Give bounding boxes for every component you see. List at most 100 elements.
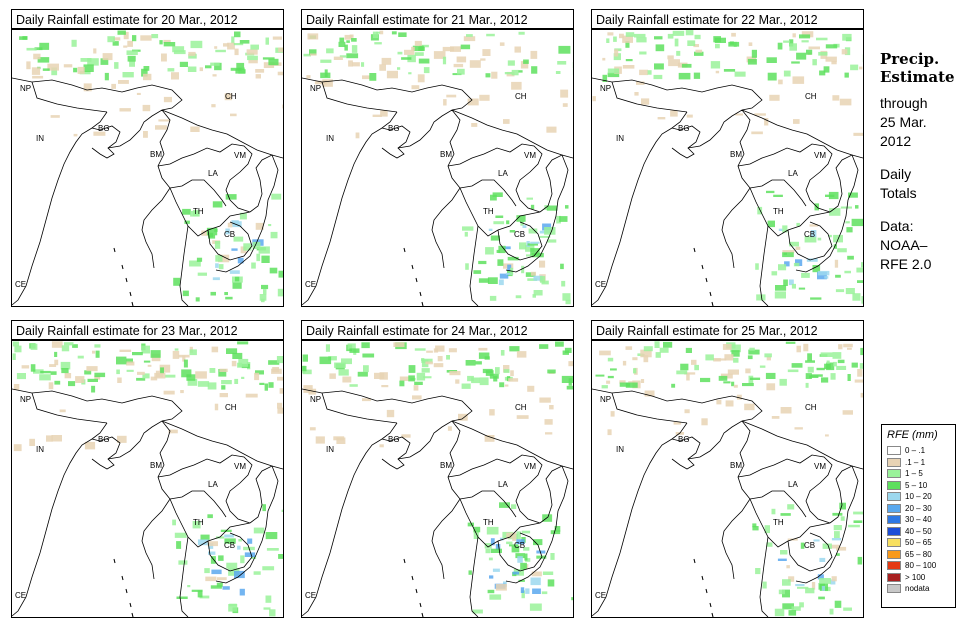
border-line	[671, 436, 701, 470]
rain-patch	[751, 49, 757, 58]
rain-patch	[437, 356, 443, 362]
rain-patch	[716, 399, 722, 405]
rain-patch	[817, 271, 827, 280]
rain-patch	[793, 262, 800, 267]
rain-patch	[606, 380, 611, 384]
rain-patch	[545, 432, 553, 435]
island-mark	[403, 247, 406, 253]
rain-patch	[51, 341, 63, 348]
border-line	[179, 536, 189, 617]
rain-patch	[528, 228, 538, 234]
legend-item: 30 – 40	[887, 514, 950, 526]
rain-patch	[143, 66, 150, 71]
data-line-2: NOAA–	[880, 237, 928, 253]
rain-patch	[747, 58, 757, 65]
legend-label: 30 – 40	[905, 515, 932, 525]
rain-patch	[787, 504, 795, 510]
border-line	[397, 420, 461, 580]
rain-patch	[47, 63, 59, 71]
rain-patch	[489, 295, 497, 301]
rain-patch	[861, 296, 863, 304]
border-line	[157, 143, 253, 213]
rain-patch	[346, 53, 359, 59]
rain-patch	[234, 48, 239, 56]
data-line-3: RFE 2.0	[880, 256, 932, 272]
rain-patch	[244, 552, 256, 557]
rain-patch	[218, 555, 224, 561]
rain-patch	[178, 560, 188, 565]
rain-patch	[46, 435, 53, 442]
rain-patch	[482, 368, 493, 374]
rain-patch	[426, 350, 433, 353]
rain-patch	[93, 48, 97, 54]
rain-patch	[442, 56, 447, 65]
rain-patch	[225, 296, 233, 300]
island-mark	[125, 277, 128, 283]
country-label: BG	[678, 435, 690, 444]
rain-patch	[853, 520, 863, 523]
rain-patch	[533, 539, 543, 546]
rain-patch	[119, 108, 131, 112]
rain-patch	[489, 594, 502, 600]
rain-patch	[654, 63, 664, 70]
rain-patch	[413, 385, 419, 391]
rain-patch	[723, 69, 736, 72]
rain-patch	[306, 75, 311, 79]
rain-patch	[352, 62, 360, 67]
rain-patch	[247, 538, 253, 544]
rain-patch	[496, 249, 501, 253]
legend-item: 20 – 30	[887, 503, 950, 515]
rain-patch	[204, 568, 210, 574]
rain-patch	[344, 44, 348, 51]
border-line	[397, 109, 461, 269]
legend-swatch	[887, 480, 901, 490]
legend-swatch	[887, 457, 901, 467]
rain-patch	[363, 365, 369, 373]
rain-patch	[647, 70, 652, 75]
rain-patch	[72, 344, 78, 348]
rain-patch	[530, 50, 538, 59]
rain-patch	[216, 577, 227, 581]
rain-patch	[791, 363, 803, 368]
rain-patch	[122, 72, 134, 78]
legend-item: 80 – 100	[887, 560, 950, 572]
rain-patch	[251, 262, 256, 269]
rain-patch	[516, 215, 526, 222]
country-label: CE	[595, 280, 606, 289]
rain-patch	[837, 359, 845, 364]
rain-patch	[190, 211, 200, 217]
rain-patch	[550, 530, 561, 535]
country-label: BM	[440, 150, 452, 159]
rainfall-map: NP CH IN BG BM VM LA TH CB CE	[301, 29, 574, 307]
legend-item: 10 – 20	[887, 491, 950, 503]
rain-patch	[302, 369, 312, 375]
rain-patch	[694, 364, 699, 371]
rain-patch	[143, 360, 151, 363]
rain-patch	[277, 407, 283, 414]
rain-patch	[464, 231, 468, 237]
country-label: CB	[804, 541, 815, 550]
rain-patch	[37, 57, 50, 63]
rain-patch	[492, 192, 503, 197]
rain-patch	[694, 34, 701, 40]
rain-patch	[523, 59, 529, 64]
rain-patch	[487, 589, 495, 594]
rainfall-map: NP CH IN BG BM VM LA TH CB CE	[11, 340, 284, 618]
border-line	[687, 109, 751, 269]
rain-patch	[819, 70, 826, 76]
border-line	[671, 125, 701, 159]
rain-patch	[233, 236, 244, 242]
country-label: VM	[234, 151, 246, 160]
rain-patch	[780, 513, 791, 516]
country-label: LA	[208, 480, 218, 489]
rain-patch	[228, 604, 238, 612]
rain-patch	[253, 571, 261, 575]
rain-patch	[408, 72, 412, 75]
rain-patch	[51, 67, 58, 76]
country-label: NP	[310, 84, 321, 93]
country-label: IN	[326, 134, 334, 143]
rain-patch	[263, 289, 267, 295]
country-label: BM	[440, 461, 452, 470]
rain-patch	[31, 67, 41, 75]
rain-patch	[266, 548, 279, 551]
